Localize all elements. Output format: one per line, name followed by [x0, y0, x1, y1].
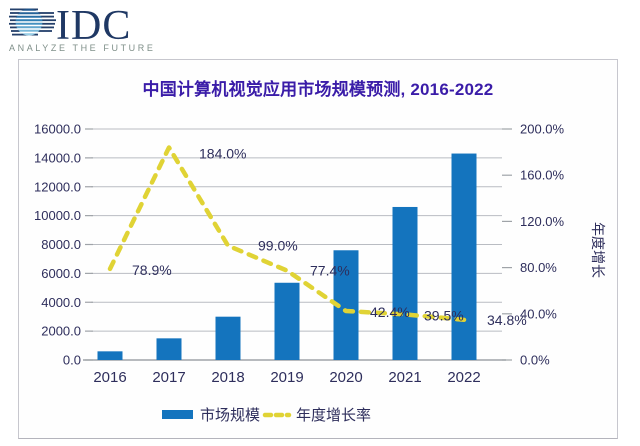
svg-text:8000.0: 8000.0 [41, 237, 81, 252]
bar-2019 [274, 282, 300, 360]
svg-text:200.0%: 200.0% [520, 122, 565, 137]
svg-text:4000.0: 4000.0 [41, 295, 81, 310]
legend-label-growth-rate: 年度增长率 [296, 407, 371, 424]
svg-text:80.0%: 80.0% [520, 260, 557, 275]
bar-2017 [156, 338, 182, 360]
chart-title: 中国计算机视觉应用市场规模预测, 2016-2022 [142, 80, 494, 99]
bar-2022 [451, 153, 477, 360]
svg-text:2018: 2018 [211, 369, 244, 386]
svg-text:2000.0: 2000.0 [41, 324, 81, 339]
svg-text:39.5%: 39.5% [424, 307, 464, 323]
idc-tagline: ANALYZE THE FUTURE [9, 43, 155, 53]
right-axis-title: 年度增长 [590, 222, 606, 278]
svg-text:16000.0: 16000.0 [34, 122, 81, 137]
legend-bar-swatch [162, 410, 193, 419]
x-axis-labels: 2016 2017 2018 2019 2020 2021 2022 [93, 369, 480, 386]
svg-text:2019: 2019 [270, 369, 303, 386]
bar-2021 [392, 206, 418, 360]
svg-text:77.4%: 77.4% [310, 263, 350, 279]
svg-text:40.0%: 40.0% [520, 306, 557, 321]
svg-text:120.0%: 120.0% [520, 214, 565, 229]
svg-text:10000.0: 10000.0 [34, 208, 81, 223]
left-axis: 0.0 2000.0 4000.0 6000.0 8000.0 10000.0 12000.… [34, 122, 93, 368]
svg-text:0.0: 0.0 [63, 353, 81, 368]
svg-text:78.9%: 78.9% [132, 262, 172, 278]
growth-data-labels: 78.9% 184.0% 99.0% 77.4% 42.4% 39.5% 34.8% [132, 145, 527, 327]
svg-text:160.0%: 160.0% [520, 168, 565, 183]
svg-text:6000.0: 6000.0 [41, 266, 81, 281]
svg-text:2020: 2020 [329, 369, 362, 386]
svg-text:年度增长: 年度增长 [590, 222, 606, 278]
svg-text:2017: 2017 [152, 369, 185, 386]
legend: 市场规模 年度增长率 [162, 407, 371, 424]
svg-text:0.0%: 0.0% [520, 353, 550, 368]
svg-text:184.0%: 184.0% [199, 145, 246, 161]
svg-text:34.8%: 34.8% [487, 312, 527, 328]
svg-text:42.4%: 42.4% [370, 304, 410, 320]
svg-text:2022: 2022 [447, 369, 480, 386]
idc-logo-graphic: IDC ANALYZE THE FUTURE [9, 3, 155, 53]
idc-logo: IDC ANALYZE THE FUTURE [8, 2, 228, 58]
right-axis: 0.0% 40.0% 80.0% 120.0% 160.0% 200.0% [502, 122, 565, 368]
svg-text:2021: 2021 [388, 369, 421, 386]
market-size-bars [97, 153, 477, 360]
svg-text:14000.0: 14000.0 [34, 150, 81, 165]
svg-text:99.0%: 99.0% [258, 238, 298, 254]
svg-text:2016: 2016 [93, 369, 126, 386]
bar-2016 [97, 351, 123, 360]
legend-label-market-size: 市场规模 [200, 407, 260, 424]
bar-2018 [215, 316, 241, 360]
idc-wordmark: IDC [56, 3, 131, 49]
market-forecast-chart: 0.0 2000.0 4000.0 6000.0 8000.0 10000.0 12000.… [34, 122, 606, 425]
growth-rate-line [107, 145, 467, 323]
svg-text:12000.0: 12000.0 [34, 179, 81, 194]
chart-card: 中国计算机视觉应用市场规模预测, 2016-2022 0.0 2000.0 4000… [18, 59, 618, 439]
